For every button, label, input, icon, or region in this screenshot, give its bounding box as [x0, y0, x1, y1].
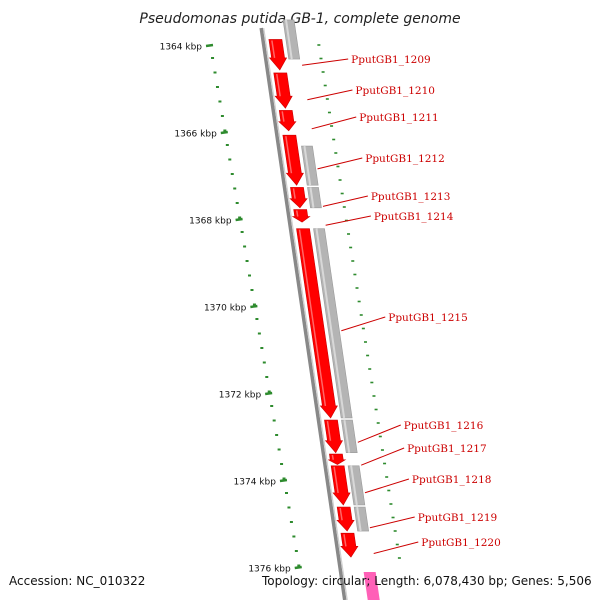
gene-arrow-shine — [295, 210, 299, 217]
gene-arrow-shine — [281, 111, 285, 122]
gene-arrow-shine — [326, 420, 332, 441]
accession-text: Accession: NC_010322 — [9, 574, 146, 588]
cds-feature-bar — [307, 187, 322, 209]
gene-arrow-shine — [298, 229, 327, 407]
cds-feature-shine — [343, 419, 351, 453]
tick-label: 1366 kbp — [174, 130, 217, 140]
gene-label: PputGB1_1212 — [365, 153, 445, 165]
kbp-scale-minor-ticks — [211, 44, 401, 567]
gene-arrow-shine — [292, 188, 296, 199]
gene-arrow-shine — [331, 454, 334, 460]
cds-feature-shine — [285, 19, 293, 60]
gene-label-leader — [307, 89, 353, 101]
gene-arrow — [278, 110, 297, 132]
gene-arrow — [340, 532, 359, 558]
map-title: Pseudomonas putida GB-1, complete genome — [139, 11, 460, 27]
gene-label: PputGB1_1214 — [374, 211, 454, 223]
gene-arrow — [291, 209, 311, 223]
cds-feature-shine — [356, 506, 362, 532]
gene-label-leader — [325, 215, 371, 226]
gene-track — [268, 39, 359, 558]
gene-arrow — [268, 39, 288, 71]
major-tick — [220, 130, 228, 135]
gene-arrow-shine — [333, 466, 339, 494]
gene-label: PputGB1_1213 — [371, 191, 451, 203]
gene-label-leader — [373, 541, 419, 554]
major-tick — [205, 43, 214, 48]
gene-label-leader — [369, 516, 415, 529]
gene-label: PputGB1_1218 — [412, 474, 492, 486]
gene-arrow-shine — [343, 534, 347, 547]
major-tick — [294, 565, 302, 570]
gene-label-leader — [317, 157, 363, 170]
gene-label: PputGB1_1216 — [404, 420, 484, 432]
gene-label-leader — [302, 58, 349, 66]
major-tick — [235, 217, 243, 222]
gene-arrow — [328, 453, 347, 465]
gene-label-leader — [311, 116, 357, 130]
tick-label: 1368 kbp — [189, 217, 232, 227]
tick-label: 1364 kbp — [160, 43, 203, 53]
major-tick — [250, 304, 258, 309]
genome-summary-text: Topology: circular; Length: 6,078,430 bp… — [262, 574, 592, 588]
gene-label: PputGB1_1215 — [388, 312, 468, 324]
gene-label-leader — [322, 195, 368, 207]
backbone-line — [259, 27, 347, 600]
gene-label-leader — [357, 424, 401, 443]
gene-arrow — [324, 419, 343, 454]
tick-label: 1376 kbp — [248, 565, 291, 575]
cds-feature-shine — [309, 187, 315, 208]
gene-label-leader — [364, 478, 410, 494]
tick-label: 1370 kbp — [204, 304, 247, 314]
backbone-edge — [263, 27, 348, 600]
major-tick — [264, 391, 273, 396]
major-tick — [279, 478, 288, 483]
gene-label: PputGB1_1209 — [351, 54, 431, 66]
cds-feature-shine — [315, 228, 346, 419]
cds-feature-track — [282, 19, 380, 600]
cds-feature-bar — [353, 506, 369, 532]
gene-arrow-shine — [276, 73, 281, 97]
kbp-scale: 1364 kbp 1366 kbp 1368 kbp 1370 kbp 1372 kbp… — [160, 43, 302, 575]
genome-backbone — [259, 27, 348, 600]
cds-feature-shine — [303, 145, 312, 186]
rna-feature — [363, 572, 380, 600]
gene-arrow-shine — [271, 40, 276, 59]
gene-arrow — [336, 506, 355, 532]
tick-label: 1374 kbp — [234, 478, 277, 488]
gene-arrow-shine — [339, 507, 343, 521]
gene-labels: PputGB1_1209 PputGB1_1210 PputGB1_1211 Pput… — [302, 54, 501, 554]
gene-arrow — [330, 465, 351, 506]
gene-label: PputGB1_1217 — [407, 443, 487, 455]
cds-feature-shine — [350, 465, 358, 506]
gene-arrow — [273, 72, 293, 109]
tick-label: 1372 kbp — [219, 391, 262, 401]
gene-arrow — [289, 187, 308, 209]
gene-label: PputGB1_1210 — [355, 85, 435, 97]
gene-label: PputGB1_1220 — [421, 537, 501, 549]
gene-arrow-shine — [285, 136, 293, 174]
gene-label: PputGB1_1219 — [418, 512, 498, 524]
gene-label: PputGB1_1211 — [359, 112, 439, 124]
gene-label-leader — [360, 447, 405, 466]
gene-label-leader — [341, 316, 386, 332]
